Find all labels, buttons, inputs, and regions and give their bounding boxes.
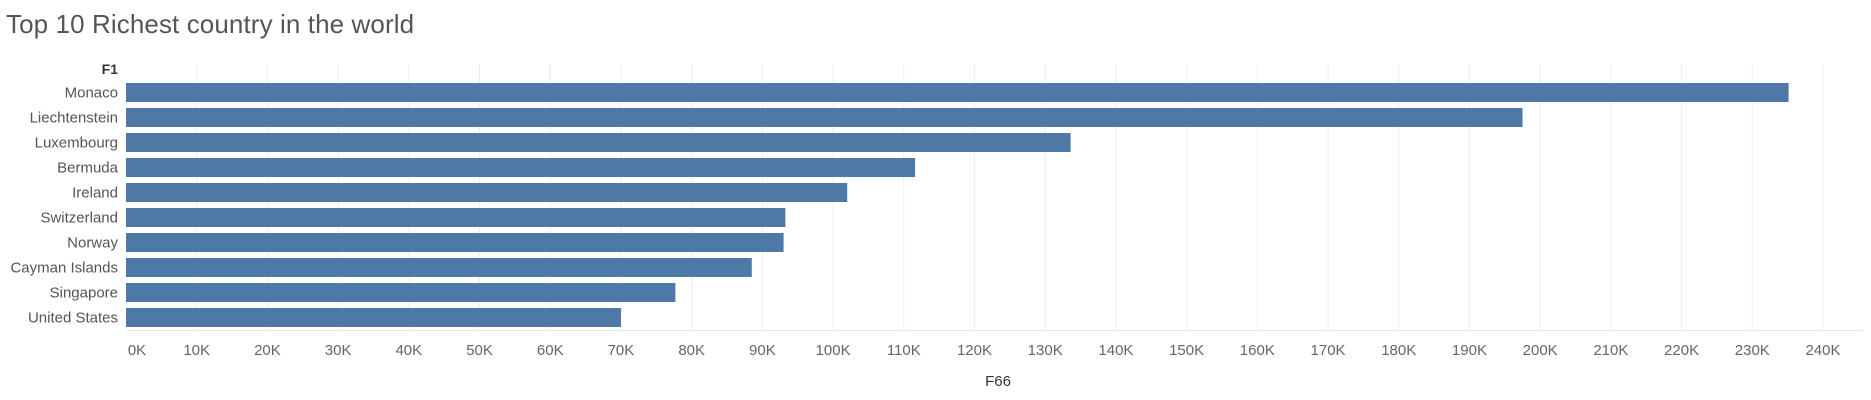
x-tick-label: 20K — [254, 342, 281, 359]
x-tick-label: 110K — [887, 342, 921, 359]
category-label: Singapore — [50, 285, 118, 302]
x-tick-label: 210K — [1593, 342, 1628, 359]
x-tick-label: 140K — [1098, 342, 1133, 359]
x-tick-label: 60K — [537, 342, 564, 359]
x-tick-label: 0K — [128, 342, 146, 359]
category-label: Switzerland — [40, 210, 118, 227]
x-tick-label: 230K — [1735, 342, 1770, 359]
bar-switzerland — [126, 208, 786, 227]
x-tick-label: 130K — [1028, 342, 1063, 359]
x-tick-label: 40K — [395, 342, 422, 359]
bar-liechtenstein — [126, 108, 1523, 127]
category-label: Cayman Islands — [10, 260, 118, 277]
x-tick-label: 150K — [1169, 342, 1204, 359]
bar-ireland — [126, 183, 848, 202]
x-tick-label: 70K — [608, 342, 635, 359]
category-labels: Monaco Liechtenstein Luxembourg Bermuda Irel… — [10, 85, 118, 327]
x-tick-label: 220K — [1664, 342, 1699, 359]
x-axis-ticks: 0K 10K 20K 30K 40K 50K 60K 70K 80K 90K 100K 110K 120… — [128, 342, 1841, 359]
x-tick-label: 90K — [749, 342, 776, 359]
x-tick-label: 50K — [466, 342, 493, 359]
x-tick-label: 160K — [1240, 342, 1275, 359]
bar-luxembourg — [126, 133, 1071, 152]
bar-monaco — [126, 83, 1789, 102]
bar-singapore — [126, 283, 676, 302]
x-tick-label: 200K — [1523, 342, 1558, 359]
bar-cayman-islands — [126, 258, 752, 277]
category-label: Bermuda — [57, 160, 119, 177]
category-label: Ireland — [72, 185, 118, 202]
category-label: Liechtenstein — [30, 110, 118, 127]
bars — [126, 83, 1789, 327]
x-tick-label: 10K — [183, 342, 210, 359]
x-tick-label: 100K — [816, 342, 851, 359]
chart-title: Top 10 Richest country in the world — [6, 9, 415, 39]
bar-norway — [126, 233, 784, 252]
bar-united-states — [126, 308, 621, 327]
category-label: United States — [28, 310, 118, 327]
category-label: Norway — [67, 235, 118, 252]
x-tick-label: 180K — [1381, 342, 1416, 359]
bar-bermuda — [126, 158, 916, 177]
x-tick-label: 170K — [1311, 342, 1346, 359]
category-label: Monaco — [65, 85, 118, 102]
x-tick-label: 80K — [678, 342, 705, 359]
x-tick-label: 190K — [1452, 342, 1487, 359]
category-label: Luxembourg — [35, 135, 118, 152]
x-axis-title: F66 — [985, 373, 1011, 390]
x-tick-label: 240K — [1805, 342, 1840, 359]
x-tick-label: 30K — [325, 342, 352, 359]
row-header: F1 — [102, 61, 119, 77]
x-tick-label: 120K — [957, 342, 992, 359]
